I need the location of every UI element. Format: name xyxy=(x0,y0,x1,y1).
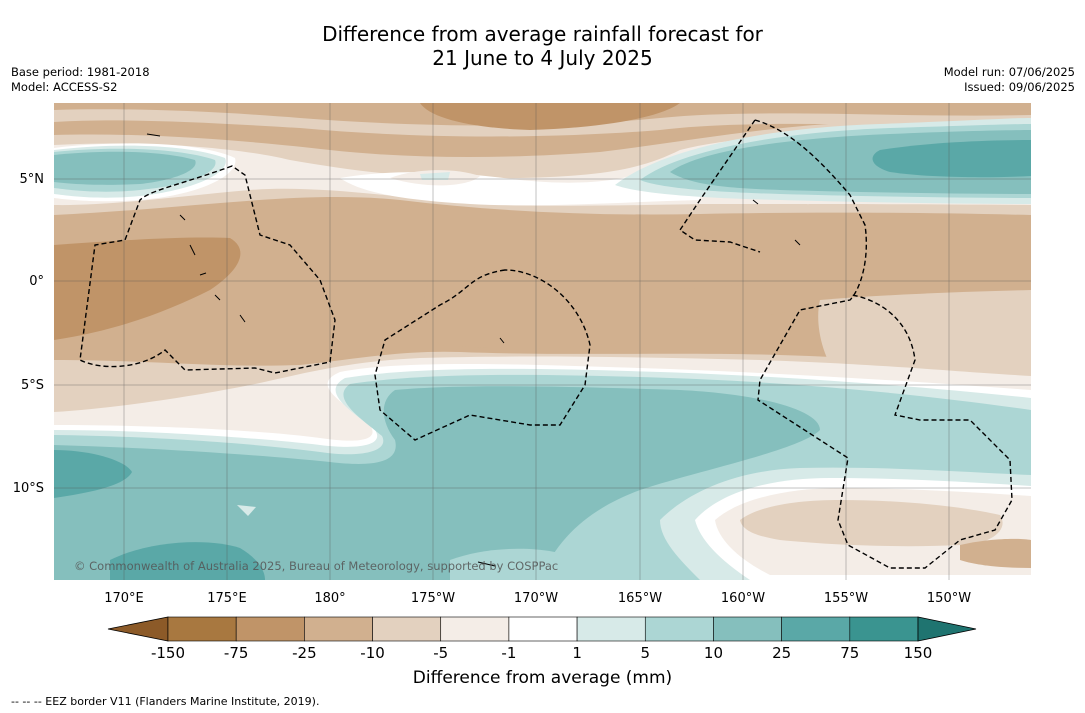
colorbar-ticks: -150 -75 -25 -10 -5 -1 1 5 10 25 75 150 xyxy=(151,644,932,662)
colorbar-box xyxy=(372,616,442,642)
lon-labels: 170°E 175°E 180° 175°W 170°W 165°W 160°W… xyxy=(104,591,971,606)
colorbar-tick-label: -75 xyxy=(224,644,249,662)
lat-label: 5°S xyxy=(21,378,44,393)
colorbar-box xyxy=(576,616,646,642)
colorbar xyxy=(107,616,977,642)
title-line-1: Difference from average rainfall forecas… xyxy=(322,22,763,46)
base-period: Base period: 1981-2018 xyxy=(11,65,150,79)
colorbar-tick-label: 150 xyxy=(904,644,933,662)
lon-label: 170°W xyxy=(514,591,558,606)
meta-right: Model run: 07/06/2025 Issued: 09/06/2025 xyxy=(944,65,1075,95)
colorbar-extend-high xyxy=(917,616,977,642)
colorbar-box xyxy=(235,616,305,642)
map-title: Difference from average rainfall forecas… xyxy=(0,22,1085,70)
eez-borders xyxy=(79,119,1013,569)
colorbar-extend-low xyxy=(107,616,169,642)
model-run: Model run: 07/06/2025 xyxy=(943,65,1075,79)
colorbar-title: Difference from average (mm) xyxy=(412,668,673,688)
colorbar-box xyxy=(713,616,782,642)
colorbar-tick-label: 75 xyxy=(840,644,859,662)
map-field xyxy=(54,103,1031,580)
meta-left: Base period: 1981-2018 Model: ACCESS-S2 xyxy=(11,65,150,95)
model-name: Model: ACCESS-S2 xyxy=(11,80,118,94)
lat-label: 5°N xyxy=(20,172,45,187)
lon-label: 165°W xyxy=(618,591,662,606)
colorbar-tick-label: 5 xyxy=(640,644,650,662)
title-line-2: 21 June to 4 July 2025 xyxy=(432,46,653,70)
colorbar-box xyxy=(781,616,851,642)
lon-label: 150°W xyxy=(927,591,971,606)
colorbar-tick-label: 1 xyxy=(572,644,582,662)
colorbar-box xyxy=(508,616,578,642)
colorbar-tick-label: -5 xyxy=(433,644,448,662)
colorbar-box xyxy=(167,616,237,642)
lat-label: 0° xyxy=(29,274,44,289)
colorbar-tick-label: 25 xyxy=(772,644,791,662)
lon-label: 160°W xyxy=(721,591,765,606)
lat-label: 10°S xyxy=(13,481,44,496)
copyright-notice: © Commonwealth of Australia 2025, Bureau… xyxy=(74,559,558,573)
colorbar-box xyxy=(644,616,714,642)
lon-label: 155°W xyxy=(824,591,868,606)
lon-label: 180° xyxy=(314,591,345,606)
lat-labels: 5°N 0° 5°S 10°S xyxy=(13,172,44,496)
colorbar-tick-label: -10 xyxy=(360,644,385,662)
eez-legend: -- -- -- EEZ border V11 (Flanders Marine… xyxy=(11,695,320,708)
lon-label: 175°W xyxy=(411,591,455,606)
islands xyxy=(146,133,801,567)
lon-label: 175°E xyxy=(207,591,247,606)
colorbar-box xyxy=(440,616,510,642)
lon-label: 170°E xyxy=(104,591,144,606)
colorbar-tick-label: -150 xyxy=(151,644,185,662)
colorbar-tick-label: -25 xyxy=(292,644,317,662)
colorbar-box xyxy=(304,616,373,642)
colorbar-tick-label: 10 xyxy=(704,644,723,662)
colorbar-tick-label: -1 xyxy=(501,644,516,662)
issued-date: Issued: 09/06/2025 xyxy=(964,80,1075,94)
colorbar-box xyxy=(849,616,919,642)
